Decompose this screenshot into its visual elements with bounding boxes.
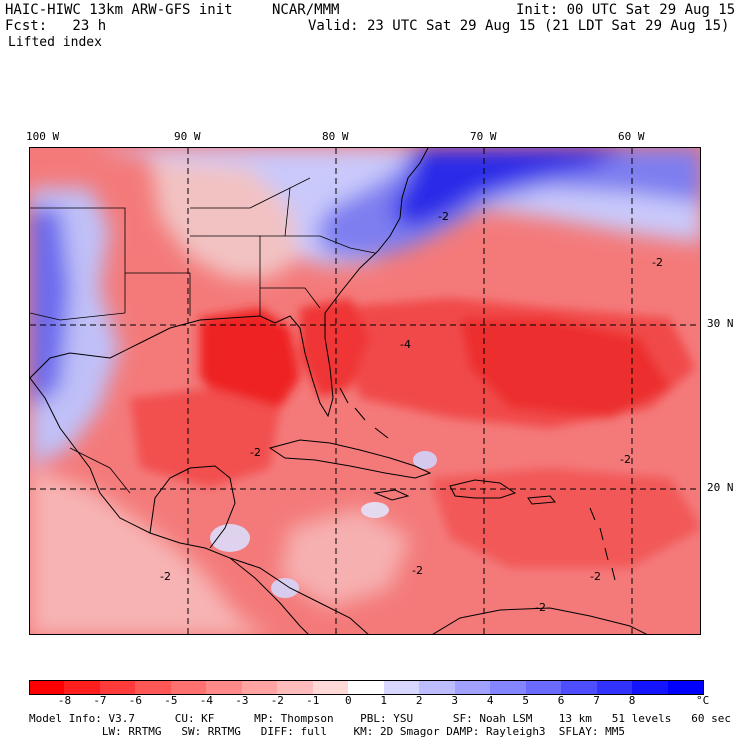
legend-label: 1	[380, 694, 388, 707]
legend-label: -7	[93, 694, 107, 707]
small-stable-patches	[210, 451, 437, 598]
legend-label: 2	[415, 694, 423, 707]
legend-swatch	[29, 680, 66, 695]
coastlines	[30, 148, 648, 634]
lon-label: 60 W	[618, 130, 645, 143]
legend-swatch	[277, 680, 314, 695]
field-name: Lifted index	[8, 35, 102, 50]
legend-swatch	[490, 680, 527, 695]
coastline-antilles	[589, 507, 616, 581]
contour-labels: -2 -2 -2 -4 -2 -2 -2 -2 -2	[160, 210, 663, 614]
lat-label: 30 N	[707, 317, 734, 330]
model-info-line1: Model Info: V3.7 CU: KF MP: Thompson PBL…	[29, 712, 731, 725]
lon-label: 80 W	[322, 130, 349, 143]
legend-label: -4	[199, 694, 213, 707]
legend-label: -3	[235, 694, 249, 707]
neutral-region-pacific	[30, 468, 267, 634]
state-border	[260, 287, 321, 309]
legend-label: 6	[557, 694, 565, 707]
init-time: Init: 00 UTC Sat 29 Aug 15	[516, 2, 736, 18]
coastline-central-america	[229, 557, 369, 634]
contour-label: -2	[535, 601, 546, 614]
stable-region-peak	[390, 148, 630, 228]
state-border	[69, 447, 131, 494]
lat-lon-grid	[30, 148, 700, 634]
lon-label: 100 W	[26, 130, 60, 143]
unstable-region-yucatan	[130, 388, 280, 488]
lat-label: 20 N	[707, 481, 734, 494]
organization-label: NCAR/MMM	[272, 2, 340, 18]
legend-label: -2	[270, 694, 284, 707]
lon-label: 90 W	[174, 130, 201, 143]
legend-swatch	[170, 680, 207, 695]
state-border	[260, 235, 376, 254]
contour-label: -2	[438, 210, 449, 223]
legend-label: 3	[451, 694, 458, 707]
legend-unit: °C	[696, 694, 710, 707]
legend-swatch	[312, 680, 349, 695]
unstable-region-gulf	[200, 308, 300, 408]
map-canvas: -2 -2 -2 -4 -2 -2 -2 -2 -2	[30, 148, 700, 634]
state-border	[30, 312, 126, 321]
legend-label: -8	[57, 694, 72, 707]
legend-swatch	[419, 680, 456, 695]
stable-region-west-core	[30, 208, 70, 408]
coastline-puerto-rico	[527, 495, 556, 505]
contour-label: -2	[620, 453, 631, 466]
state-border	[190, 187, 291, 209]
legend-swatch	[561, 680, 598, 695]
unstable-region-east	[460, 318, 670, 418]
valid-time: Valid: 23 UTC Sat 29 Aug 15 (21 LDT Sat …	[308, 18, 730, 34]
neutral-region-caribbean	[280, 508, 410, 608]
contour-label: -4	[400, 338, 411, 351]
coastline-south-america	[432, 607, 648, 634]
legend-swatch	[99, 680, 136, 695]
legend-swatch	[206, 680, 243, 695]
coastline-us	[30, 148, 429, 418]
legend-swatch	[241, 680, 278, 695]
contour-label: -2	[652, 256, 663, 269]
contour-label: -2	[250, 446, 261, 459]
legend-swatch	[383, 680, 420, 695]
unstable-region-florida	[300, 298, 370, 398]
legend-label: 0	[344, 694, 352, 707]
legend-label: 8	[628, 694, 636, 707]
stable-patch	[413, 451, 437, 469]
legend-label: -5	[164, 694, 178, 707]
coastline-bahamas	[339, 387, 389, 439]
lon-label: 70 W	[470, 130, 497, 143]
contour-label: -2	[590, 570, 601, 583]
coastline-cuba	[268, 439, 432, 479]
coastline-yucatan	[149, 465, 236, 549]
legend-swatch	[454, 680, 491, 695]
legend-swatch	[135, 680, 172, 695]
contour-label: -2	[412, 564, 423, 577]
stable-patch	[361, 502, 389, 518]
lifted-index-map: -2 -2 -2 -4 -2 -2 -2 -2 -2	[29, 147, 701, 635]
color-legend	[29, 680, 705, 695]
legend-label: -6	[128, 694, 143, 707]
legend-swatch	[64, 680, 101, 695]
legend-swatch	[596, 680, 633, 695]
legend-label: -1	[306, 694, 320, 707]
legend-label: 5	[522, 694, 529, 707]
model-title: HAIC-HIWC 13km ARW-GFS init	[5, 2, 233, 18]
stable-patch	[210, 524, 250, 552]
contour-label: -2	[160, 570, 171, 583]
legend-swatch	[667, 680, 705, 695]
stable-patch	[271, 578, 299, 598]
model-info-line2: LW: RRTMG SW: RRTMG DIFF: full KM: 2D Sm…	[29, 725, 626, 738]
coastline-jamaica	[373, 489, 410, 501]
coastline-hispaniola	[449, 479, 517, 499]
legend-swatch	[348, 680, 385, 695]
legend-swatch	[525, 680, 562, 695]
forecast-hour: Fcst: 23 h	[5, 18, 107, 34]
legend-label: 4	[486, 694, 494, 707]
state-borders	[30, 177, 376, 494]
legend-label: 7	[593, 694, 600, 707]
legend-swatch	[632, 680, 669, 695]
